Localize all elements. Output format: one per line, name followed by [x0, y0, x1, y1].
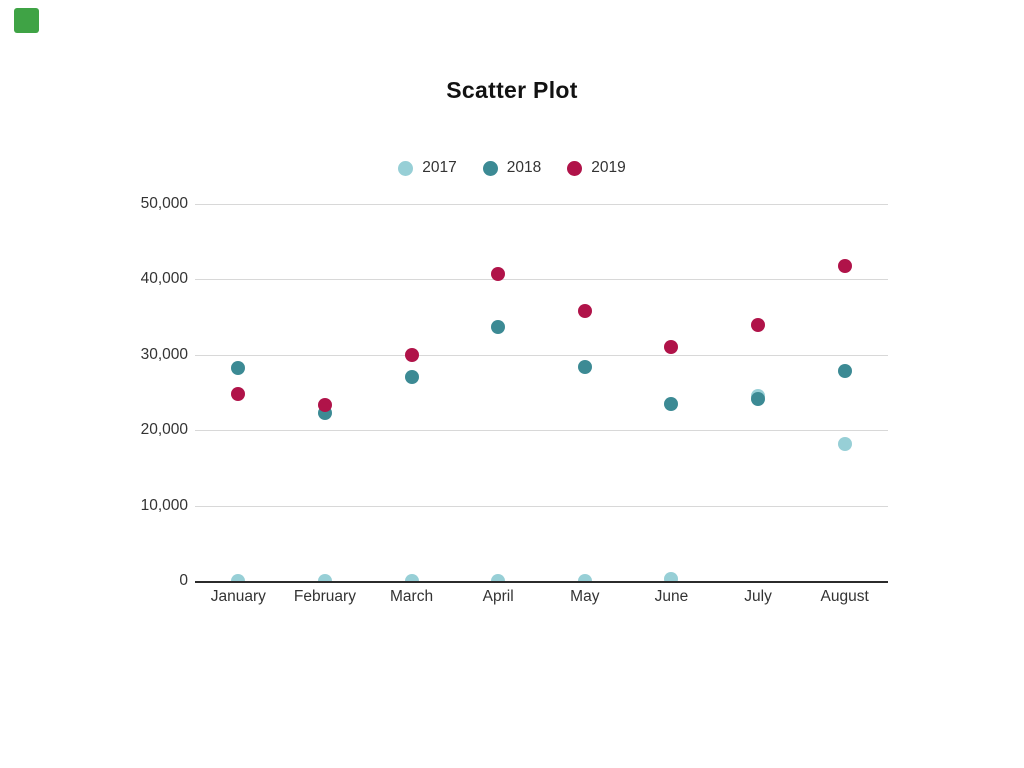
- y-tick-label: 40,000: [140, 270, 188, 288]
- data-point-2017[interactable]: [404, 574, 419, 581]
- legend-item[interactable]: 2019: [567, 159, 626, 177]
- x-tick-label: May: [570, 588, 600, 605]
- data-point-2019[interactable]: [751, 318, 766, 333]
- data-point-2017[interactable]: [837, 436, 852, 451]
- data-point-2017[interactable]: [577, 574, 592, 581]
- data-point-2019[interactable]: [231, 387, 246, 401]
- gridline: [195, 204, 888, 205]
- y-tick-label: 50,000: [140, 195, 188, 212]
- x-tick-label: July: [744, 588, 772, 605]
- legend-dot-icon: [567, 160, 583, 176]
- data-point-2018[interactable]: [577, 359, 592, 374]
- data-point-2017[interactable]: [231, 574, 246, 581]
- data-point-2018[interactable]: [491, 319, 506, 334]
- x-tick-label: February: [293, 588, 356, 605]
- data-point-2019[interactable]: [664, 340, 679, 355]
- legend-label: 2018: [506, 159, 542, 176]
- gridline: [195, 430, 888, 432]
- y-tick-label: 30,000: [140, 345, 188, 363]
- data-point-2017[interactable]: [664, 571, 679, 581]
- data-point-2017[interactable]: [491, 574, 506, 581]
- data-point-2018[interactable]: [837, 363, 852, 378]
- data-point-2019[interactable]: [577, 304, 592, 319]
- plot-area: [195, 204, 888, 583]
- x-tick-label: January: [210, 588, 266, 605]
- gridline: [195, 505, 888, 507]
- y-tick-label: 0: [179, 572, 188, 589]
- x-tick-label: June: [654, 588, 689, 605]
- legend-dot-icon: [482, 160, 498, 176]
- legend-label: 2017: [422, 159, 457, 176]
- data-point-2019[interactable]: [491, 267, 506, 282]
- legend-item[interactable]: 2018: [482, 159, 542, 177]
- data-point-2018[interactable]: [751, 391, 766, 406]
- x-tick-label: April: [482, 588, 514, 605]
- y-axis-labels: 0 10,000 20,000 30,000 40,000 50,000: [0, 0, 188, 768]
- gridline: [195, 354, 888, 356]
- chart-legend: 2017 2018 2019: [0, 159, 1024, 177]
- y-tick-label: 20,000: [140, 421, 188, 439]
- data-point-2018[interactable]: [231, 361, 246, 376]
- data-point-2019[interactable]: [317, 397, 332, 412]
- x-tick-label: March: [390, 588, 434, 605]
- data-point-2019[interactable]: [837, 258, 852, 273]
- data-point-2018[interactable]: [664, 396, 679, 411]
- y-tick-label: 10,000: [140, 496, 188, 514]
- legend-item[interactable]: 2017: [398, 159, 457, 177]
- x-axis-labels: January February March April May June July Augu…: [195, 588, 888, 612]
- data-point-2017[interactable]: [317, 574, 332, 581]
- data-point-2019[interactable]: [404, 347, 419, 362]
- corner-marker: [14, 8, 39, 33]
- x-tick-label: August: [820, 588, 869, 605]
- legend-dot-icon: [398, 160, 414, 176]
- data-point-2018[interactable]: [404, 370, 419, 385]
- legend-label: 2019: [591, 159, 626, 176]
- chart-title: Scatter Plot: [446, 77, 578, 103]
- gridline: [195, 279, 888, 281]
